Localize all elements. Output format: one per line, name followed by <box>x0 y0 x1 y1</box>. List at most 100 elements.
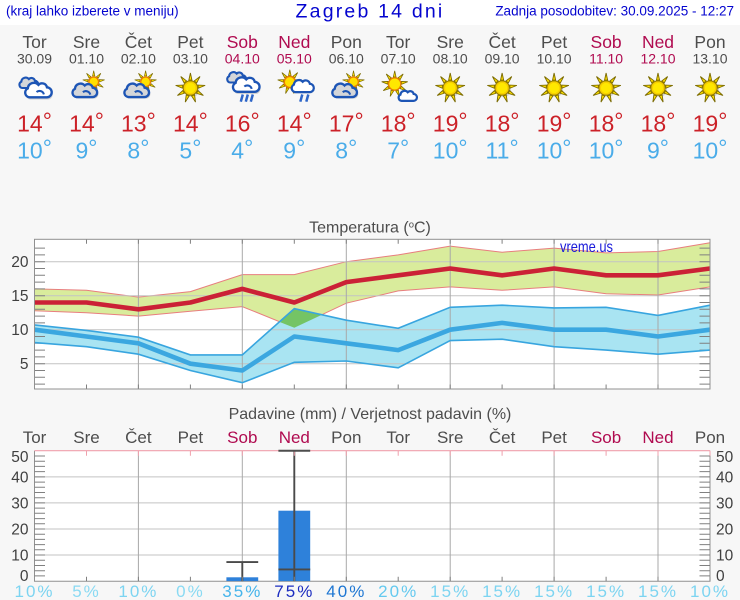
svg-text:30.09: 30.09 <box>17 51 52 67</box>
svg-text:8°: 8° <box>127 135 149 164</box>
svg-text:10%: 10% <box>690 582 730 600</box>
svg-text:10.10: 10.10 <box>537 51 572 67</box>
svg-text:03.10: 03.10 <box>173 51 208 67</box>
svg-text:10°: 10° <box>693 135 728 164</box>
svg-text:5: 5 <box>20 356 29 373</box>
svg-text:40%: 40% <box>326 582 366 600</box>
svg-text:08.10: 08.10 <box>433 51 468 67</box>
svg-text:9°: 9° <box>647 135 669 164</box>
svg-text:06.10: 06.10 <box>329 51 364 67</box>
svg-text:18°: 18° <box>381 108 416 137</box>
svg-text:09.10: 09.10 <box>485 51 520 67</box>
svg-text:16°: 16° <box>225 108 260 137</box>
svg-text:9°: 9° <box>283 135 305 164</box>
svg-text:Sob: Sob <box>227 32 258 52</box>
svg-text:50: 50 <box>716 449 734 466</box>
svg-text:50: 50 <box>11 449 29 466</box>
svg-text:10%: 10% <box>118 582 158 600</box>
svg-text:10°: 10° <box>433 135 468 164</box>
svg-text:7°: 7° <box>387 135 409 164</box>
svg-text:20: 20 <box>11 254 29 271</box>
svg-text:15%: 15% <box>482 582 522 600</box>
svg-text:(kraj lahko izberete v meniju): (kraj lahko izberete v meniju) <box>6 4 179 19</box>
svg-text:02.10: 02.10 <box>121 51 156 67</box>
svg-text:vreme.us: vreme.us <box>560 239 613 256</box>
svg-text:Zagreb 14 dni: Zagreb 14 dni <box>296 1 445 23</box>
svg-text:40: 40 <box>11 469 29 486</box>
svg-text:07.10: 07.10 <box>381 51 416 67</box>
svg-text:05.10: 05.10 <box>277 51 312 67</box>
svg-text:10°: 10° <box>537 135 572 164</box>
svg-text:10: 10 <box>11 322 29 339</box>
svg-text:17°: 17° <box>329 108 364 137</box>
svg-text:10: 10 <box>11 548 29 565</box>
svg-text:14°: 14° <box>277 108 312 137</box>
svg-text:Tor: Tor <box>23 428 47 447</box>
svg-text:14°: 14° <box>69 108 104 137</box>
svg-text:Temperatura (oC): Temperatura (oC) <box>309 220 431 237</box>
svg-text:18°: 18° <box>485 108 520 137</box>
svg-text:Sre: Sre <box>437 32 464 52</box>
svg-text:5°: 5° <box>179 135 201 164</box>
svg-text:Padavine (mm) / Verjetnost pad: Padavine (mm) / Verjetnost padavin (%) <box>229 406 512 423</box>
svg-text:30: 30 <box>11 495 29 512</box>
svg-text:11.10: 11.10 <box>589 51 623 67</box>
svg-text:Čet: Čet <box>488 31 515 52</box>
svg-text:Pon: Pon <box>694 32 725 52</box>
svg-text:Ned: Ned <box>278 32 310 52</box>
svg-text:15%: 15% <box>534 582 574 600</box>
svg-text:13.10: 13.10 <box>692 51 727 67</box>
svg-text:Pet: Pet <box>177 32 203 52</box>
svg-text:0: 0 <box>20 568 29 585</box>
svg-text:19°: 19° <box>433 108 468 137</box>
svg-text:10°: 10° <box>17 135 52 164</box>
svg-text:15: 15 <box>11 288 28 305</box>
svg-text:Pet: Pet <box>541 428 567 447</box>
svg-text:Čet: Čet <box>125 428 152 447</box>
svg-text:30: 30 <box>716 495 734 512</box>
svg-text:Sre: Sre <box>73 428 99 447</box>
svg-text:15%: 15% <box>586 582 626 600</box>
svg-text:13°: 13° <box>121 108 156 137</box>
svg-text:Pet: Pet <box>541 32 567 52</box>
svg-text:Pon: Pon <box>695 428 725 447</box>
svg-text:15%: 15% <box>430 582 470 600</box>
svg-text:Sob: Sob <box>227 428 257 447</box>
svg-text:20: 20 <box>716 522 734 539</box>
svg-text:Tor: Tor <box>386 428 410 447</box>
svg-text:Pon: Pon <box>331 32 362 52</box>
svg-text:Tor: Tor <box>22 32 46 52</box>
svg-text:75%: 75% <box>274 582 314 600</box>
svg-text:Čet: Čet <box>489 428 516 447</box>
svg-text:Čet: Čet <box>125 31 152 52</box>
svg-text:Ned: Ned <box>279 428 310 447</box>
svg-text:8°: 8° <box>335 135 357 164</box>
svg-text:5%: 5% <box>72 582 101 600</box>
svg-text:40: 40 <box>716 469 734 486</box>
svg-text:20: 20 <box>11 522 29 539</box>
svg-text:18°: 18° <box>589 108 624 137</box>
svg-text:Zadnja posodobitev: 30.09.2025: Zadnja posodobitev: 30.09.2025 - 12:27 <box>495 4 734 19</box>
svg-text:Sre: Sre <box>73 32 100 52</box>
svg-text:Sre: Sre <box>437 428 463 447</box>
svg-text:10°: 10° <box>589 135 624 164</box>
svg-text:10: 10 <box>716 548 734 565</box>
svg-text:Tor: Tor <box>386 32 410 52</box>
svg-text:4°: 4° <box>231 135 253 164</box>
svg-text:14°: 14° <box>173 108 208 137</box>
svg-text:20%: 20% <box>378 582 418 600</box>
svg-text:12.10: 12.10 <box>640 51 675 67</box>
svg-text:Sob: Sob <box>591 428 621 447</box>
svg-text:Pon: Pon <box>331 428 361 447</box>
svg-text:19°: 19° <box>693 108 728 137</box>
svg-text:Pet: Pet <box>178 428 204 447</box>
svg-text:0: 0 <box>716 568 725 585</box>
svg-text:10%: 10% <box>14 582 54 600</box>
svg-text:Sob: Sob <box>591 32 622 52</box>
svg-text:04.10: 04.10 <box>225 51 260 67</box>
svg-text:19°: 19° <box>537 108 572 137</box>
svg-text:Ned: Ned <box>642 32 674 52</box>
svg-text:35%: 35% <box>222 582 262 600</box>
svg-text:18°: 18° <box>641 108 676 137</box>
svg-text:14°: 14° <box>17 108 52 137</box>
